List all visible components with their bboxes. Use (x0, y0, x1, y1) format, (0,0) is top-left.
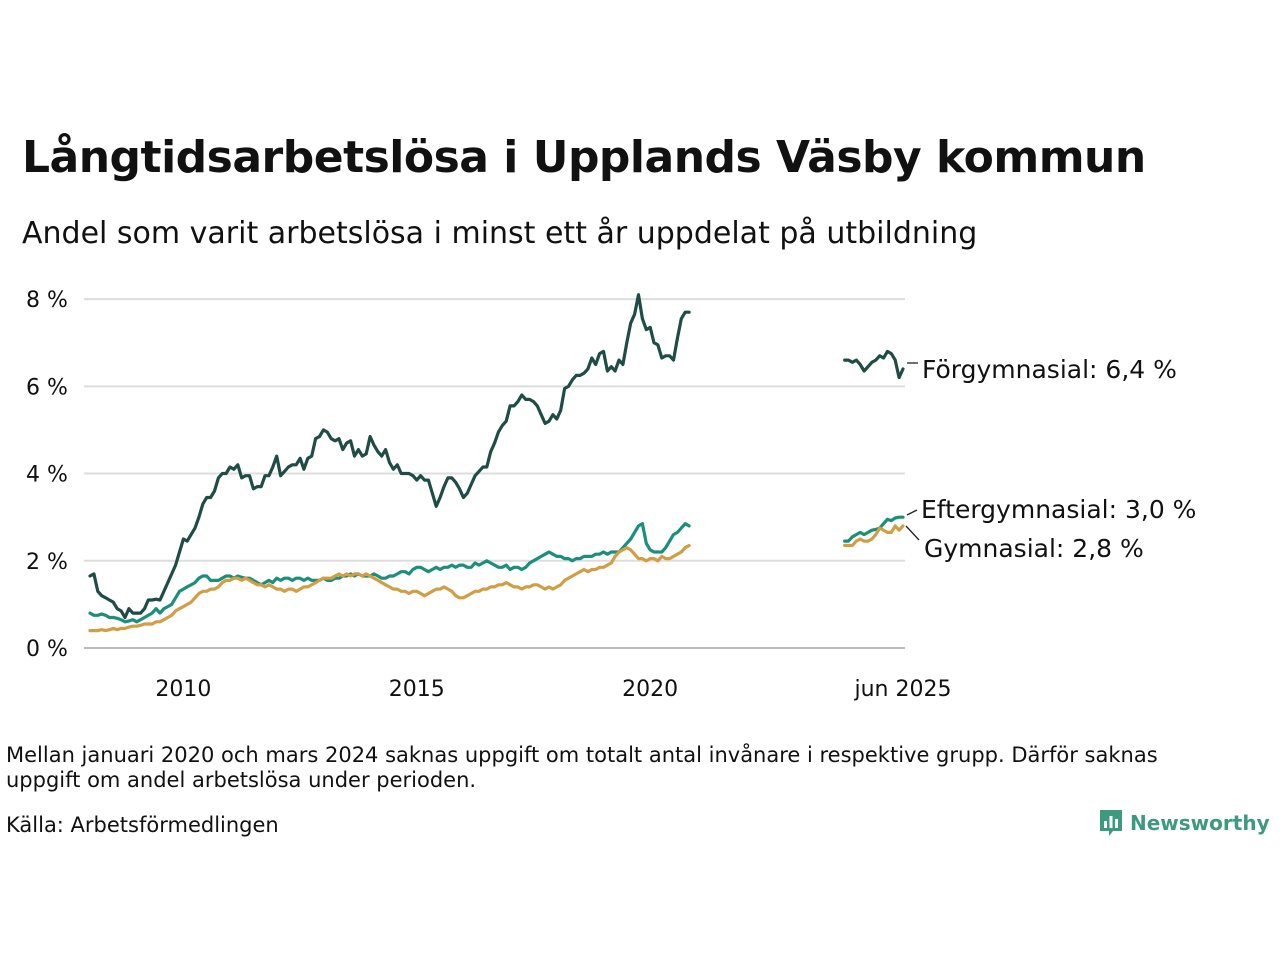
x-tick-label: 2010 (155, 677, 211, 702)
line-chart: 0 % 2 % 4 % 6 % 8 % 2010 2015 2020 jun 2025 För… (26, 288, 1196, 702)
y-tick-label: 6 % (26, 375, 68, 400)
brand-logo: Newsworthy (1098, 808, 1270, 838)
chart-subtitle: Andel som varit arbetslösa i minst ett å… (22, 216, 978, 251)
y-tick-label: 2 % (26, 550, 68, 575)
series-end-label: Förgymnasial: 6,4 % (922, 355, 1177, 384)
y-tick-label: 0 % (26, 637, 68, 662)
x-tick-label: jun 2025 (854, 677, 952, 702)
series-line (843, 349, 905, 380)
x-tick-label: 2020 (622, 677, 678, 702)
chart-lines (88, 293, 905, 633)
x-axis: 2010 2015 2020 jun 2025 (155, 677, 951, 702)
series-end-labels: Förgymnasial: 6,4 % Eftergymnasial: 3,0 %… (905, 355, 1196, 563)
brand-name: Newsworthy (1130, 811, 1270, 835)
chart-grid (84, 298, 905, 649)
y-tick-label: 4 % (26, 463, 68, 488)
label-leader-line (906, 509, 918, 516)
series-end-label: Gymnasial: 2,8 % (924, 534, 1144, 563)
label-leader-line (905, 525, 920, 541)
chart-title: Långtidsarbetslösa i Upplands Väsby komm… (22, 132, 1146, 183)
bar-chart-icon (1100, 810, 1122, 836)
series-line (88, 293, 691, 620)
series-line (843, 524, 905, 548)
series-line (843, 515, 905, 543)
series-end-label: Eftergymnasial: 3,0 % (921, 495, 1196, 524)
source-text: Källa: Arbetsförmedlingen (6, 813, 279, 837)
series-line (88, 522, 691, 624)
y-tick-label: 8 % (26, 288, 68, 313)
series-eftergymnasial (88, 515, 905, 624)
series-line (88, 543, 691, 633)
footnote: Mellan januari 2020 och mars 2024 saknas… (6, 743, 1158, 792)
series-gymnasial (88, 524, 905, 633)
x-tick-label: 2015 (389, 677, 445, 702)
y-axis: 0 % 2 % 4 % 6 % 8 % (26, 288, 68, 662)
series-förgymnasial (88, 293, 905, 620)
